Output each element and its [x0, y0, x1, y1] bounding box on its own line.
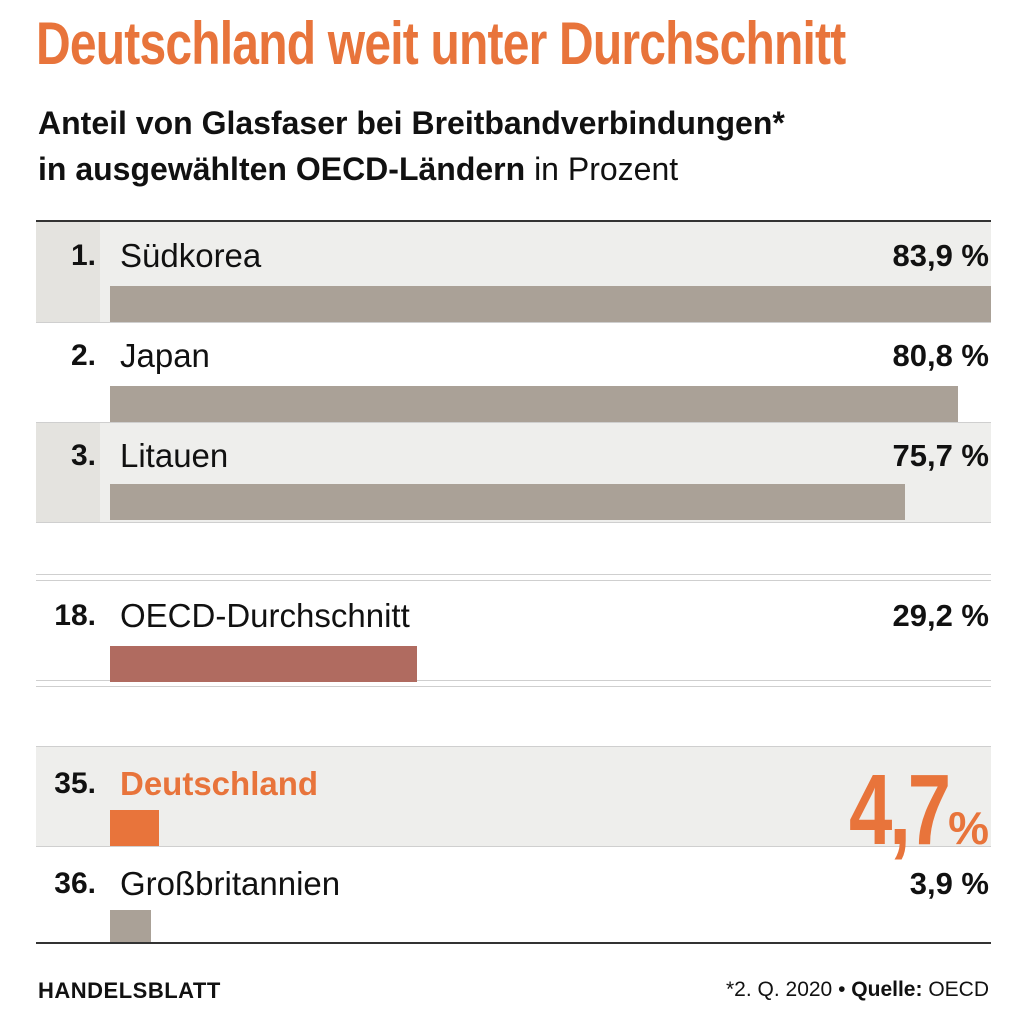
bar-suedkorea [110, 286, 991, 322]
country-label-highlight: Deutschland [120, 765, 319, 802]
row-separator [36, 846, 991, 847]
data-label: 75,7 % [892, 438, 989, 473]
rank-cell-3 [36, 422, 100, 522]
data-label: 3,9 % [909, 866, 989, 901]
country-label: Japan [120, 337, 210, 374]
top-rule [36, 220, 991, 222]
chart-title: Deutschland weit unter Durchschnitt [36, 10, 846, 77]
country-label: OECD-Durchschnitt [120, 597, 410, 634]
row-separator [36, 680, 991, 681]
bottom-rule [36, 942, 991, 944]
bar-japan [110, 386, 958, 422]
data-label-highlight: 4,7% [821, 760, 989, 860]
chart-subtitle: Anteil von Glasfaser bei Breitbandverbin… [38, 100, 785, 192]
bar-deutschland [110, 810, 159, 846]
country-label: Südkorea [120, 237, 262, 274]
row-separator [36, 522, 991, 523]
row-separator [36, 746, 991, 747]
bar-grossbritannien [110, 910, 151, 944]
rank-label: 36. [54, 867, 96, 900]
footnote: *2. Q. 2020 [725, 978, 833, 1001]
data-label: 80,8 % [892, 338, 989, 373]
publisher-logo: HANDELSBLATT [38, 978, 221, 1003]
bullet-separator: • [838, 978, 846, 1001]
subtitle-line-1: Anteil von Glasfaser bei Breitbandverbin… [38, 105, 785, 141]
rank-label: 2. [70, 339, 96, 372]
data-label: 29,2 % [892, 598, 989, 633]
rank-label: 35. [54, 767, 96, 800]
source-name: OECD [928, 978, 989, 1001]
country-label: Großbritannien [120, 865, 341, 902]
subtitle-line-2: in ausgewählten OECD-Ländern [38, 151, 526, 187]
rank-cell-1 [36, 222, 100, 322]
bar-litauen [110, 484, 905, 520]
subtitle-unit: in Prozent [534, 151, 679, 187]
highlight-value: 4,7 [849, 754, 951, 866]
data-label: 83,9 % [892, 238, 989, 273]
row-separator [36, 574, 991, 575]
bar-oecd-durchschnitt [110, 646, 417, 682]
row-separator [36, 422, 991, 423]
highlight-percent-sign: % [948, 802, 989, 854]
row-separator [36, 322, 991, 323]
row-shade-35 [36, 746, 991, 846]
rank-label: 3. [70, 439, 96, 472]
source-label: Quelle: [851, 978, 923, 1001]
country-label: Litauen [120, 437, 229, 474]
rank-label: 18. [54, 599, 96, 632]
row-separator [36, 580, 991, 581]
row-separator [36, 686, 991, 687]
source-note: *2. Q. 2020 • Quelle: OECD [726, 978, 989, 1002]
rank-label: 1. [70, 239, 96, 272]
